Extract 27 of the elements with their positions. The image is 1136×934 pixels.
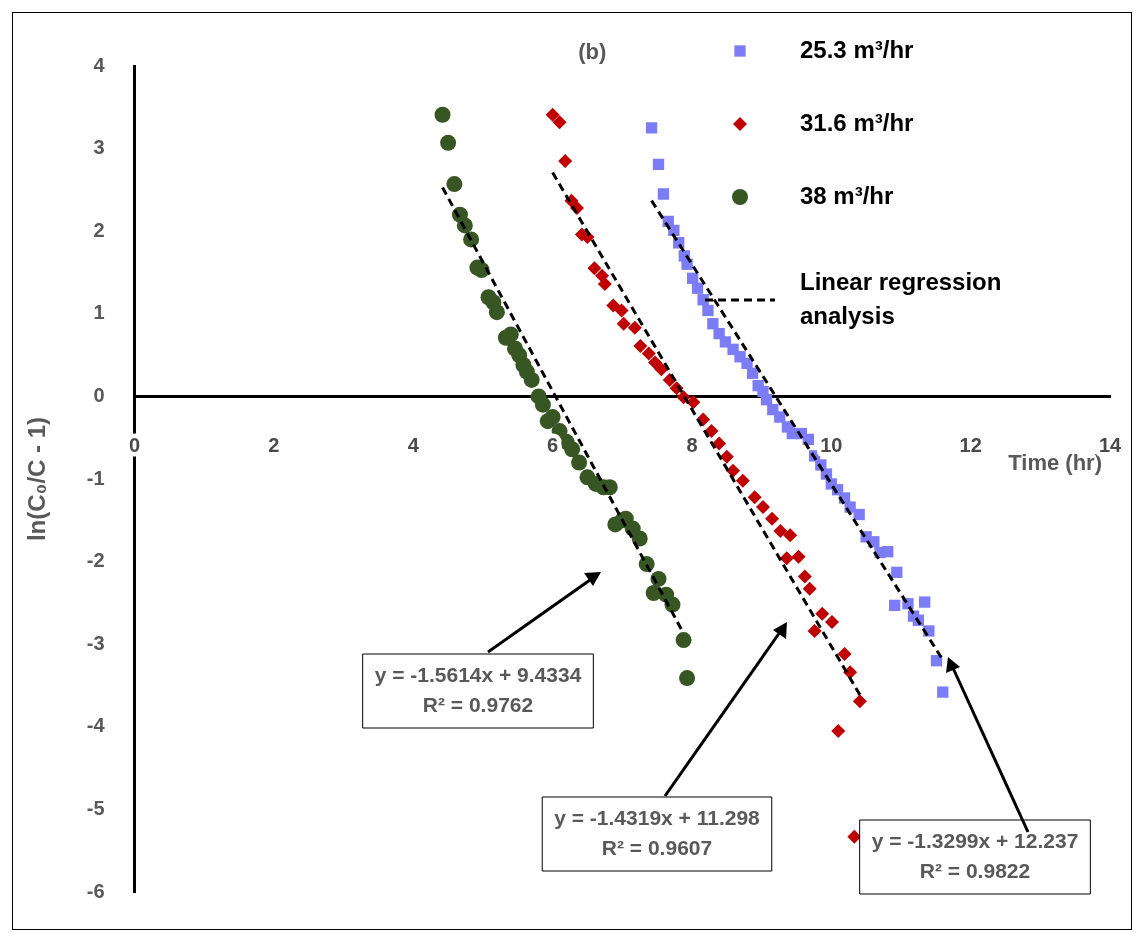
x-tick-label: 6 <box>547 433 559 456</box>
x-tick-label: 12 <box>959 433 982 456</box>
annotation: y = -1.5614x + 9.4334 R² = 0.9762 <box>374 662 582 716</box>
legend-label: 38 m³/hr <box>800 181 894 209</box>
legend-label: 25.3 m³/hr <box>800 35 914 63</box>
x-tick-label: 8 <box>686 433 698 456</box>
x-tick-label: 10 <box>820 433 843 456</box>
y-tick-label: 4 <box>93 53 106 76</box>
x-tick-label: 4 <box>407 433 420 456</box>
y-tick-label: 2 <box>93 218 105 241</box>
y-tick-label: -3 <box>86 631 105 654</box>
y-tick-label: -2 <box>86 549 105 572</box>
y-tick-label: -6 <box>86 879 105 902</box>
y-axis-title: ln(C₀/C - 1) <box>23 416 51 542</box>
annotation: y = -1.4319x + 11.298 R² = 0.9607 <box>554 805 761 859</box>
y-tick-label: -4 <box>86 714 106 737</box>
x-tick-label: 2 <box>268 433 280 456</box>
x-tick-label: 14 <box>1098 433 1122 456</box>
annotation: y = -1.3299x + 12.237 R² = 0.9822 <box>871 828 1079 882</box>
legend-label: 31.6 m³/hr <box>800 108 914 136</box>
y-tick-label: 3 <box>93 136 105 159</box>
y-tick-label: 1 <box>93 301 105 324</box>
y-tick-label: -1 <box>86 466 105 489</box>
y-tick-label: 0 <box>93 383 105 406</box>
y-tick-label: -5 <box>86 796 105 819</box>
legend-label: Linear regression analysis <box>800 267 1002 329</box>
chart-title: (b) <box>578 39 607 65</box>
